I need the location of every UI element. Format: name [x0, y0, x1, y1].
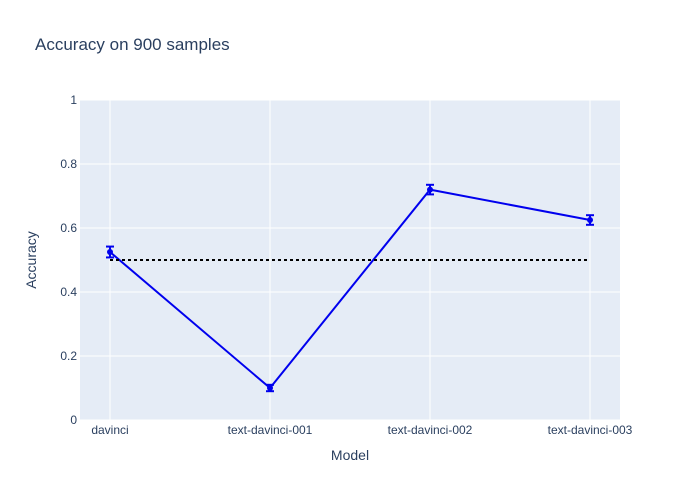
y-tick-label: 0.6	[60, 221, 77, 235]
y-tick-label: 0.4	[60, 285, 77, 299]
x-tick-label: text-davinci-003	[548, 423, 633, 437]
y-tick-label: 1	[70, 93, 77, 107]
y-axis-ticks: 0 0.2 0.4 0.6 0.8 1	[60, 93, 77, 427]
data-point	[267, 385, 273, 391]
y-tick-label: 0.2	[60, 349, 77, 363]
x-tick-label: davinci	[91, 423, 128, 437]
y-axis-title: Accuracy	[23, 231, 39, 289]
series-layer	[106, 183, 594, 393]
y-tick-label: 0	[70, 413, 77, 427]
x-tick-label: text-davinci-002	[388, 423, 473, 437]
data-point	[427, 186, 433, 193]
x-axis-ticks: davinci text-davinci-001 text-davinci-002 t…	[91, 423, 632, 437]
y-tick-label: 0.8	[60, 157, 77, 171]
data-point	[107, 249, 113, 255]
chart-title: Accuracy on 900 samples	[35, 35, 230, 54]
series-line-0	[109, 188, 591, 390]
x-axis-title: Model	[331, 447, 369, 463]
x-tick-label: text-davinci-001	[228, 423, 313, 437]
data-point	[587, 217, 593, 223]
